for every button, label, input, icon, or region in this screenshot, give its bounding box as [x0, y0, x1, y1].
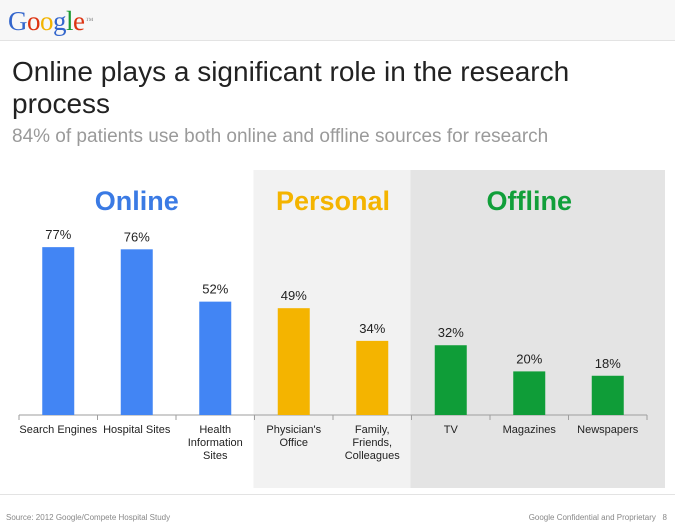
category-label: Family, [355, 424, 390, 436]
logo-letter: o [27, 6, 41, 36]
category-label: Colleagues [345, 450, 401, 462]
logo-letter: e [73, 6, 85, 36]
category-label: Office [279, 437, 308, 449]
logo-letter: g [53, 6, 67, 36]
group-background [410, 170, 665, 488]
logo-letter: G [8, 6, 28, 36]
category-label: TV [444, 424, 459, 436]
category-label: Friends, [352, 437, 392, 449]
confidential-note: Google Confidential and Proprietary 8 [529, 513, 667, 522]
logo-letter: o [40, 6, 54, 36]
data-label: 76% [124, 229, 150, 244]
google-logo: Google™ [8, 6, 93, 36]
data-label: 49% [281, 288, 307, 303]
source-note: Source: 2012 Google/Compete Hospital Stu… [6, 513, 171, 522]
bar [199, 301, 232, 415]
category-label: Newspapers [577, 424, 639, 436]
data-label: 18% [595, 356, 621, 371]
bar [434, 345, 467, 415]
category-label: Magazines [503, 424, 557, 436]
data-label: 77% [45, 227, 71, 242]
trademark-mark: ™ [85, 16, 94, 25]
slide-title: Online plays a significant role in the r… [12, 56, 570, 119]
footer: Source: 2012 Google/Compete Hospital Stu… [0, 494, 675, 531]
page-number: 8 [662, 513, 667, 522]
bar-chart: Online Personal Offline 77% Search Engines 76… [0, 170, 665, 488]
bar [277, 308, 310, 415]
slide-subtitle: 84% of patients use both online and offl… [12, 126, 549, 147]
data-label: 20% [516, 351, 542, 366]
confidential-label: Google Confidential and Proprietary [528, 513, 656, 522]
category-label: Information [188, 437, 243, 449]
logo-letter: l [66, 6, 74, 36]
bar [513, 371, 546, 415]
bar [591, 375, 624, 415]
category-label: Health [199, 424, 231, 436]
category-label: Hospital Sites [103, 424, 171, 436]
category-label: Physician's [266, 424, 321, 436]
data-label: 32% [438, 325, 464, 340]
category-label: Search Engines [19, 424, 97, 436]
header-bar: Google™ [0, 0, 675, 41]
category-label: Sites [203, 450, 228, 462]
bar [356, 340, 389, 415]
data-label: 52% [202, 282, 228, 297]
bar [42, 247, 75, 415]
bar [120, 249, 153, 415]
group-label: Offline [487, 186, 573, 216]
data-label: 34% [359, 321, 385, 336]
group-label: Personal [276, 186, 390, 216]
group-label: Online [95, 186, 179, 216]
